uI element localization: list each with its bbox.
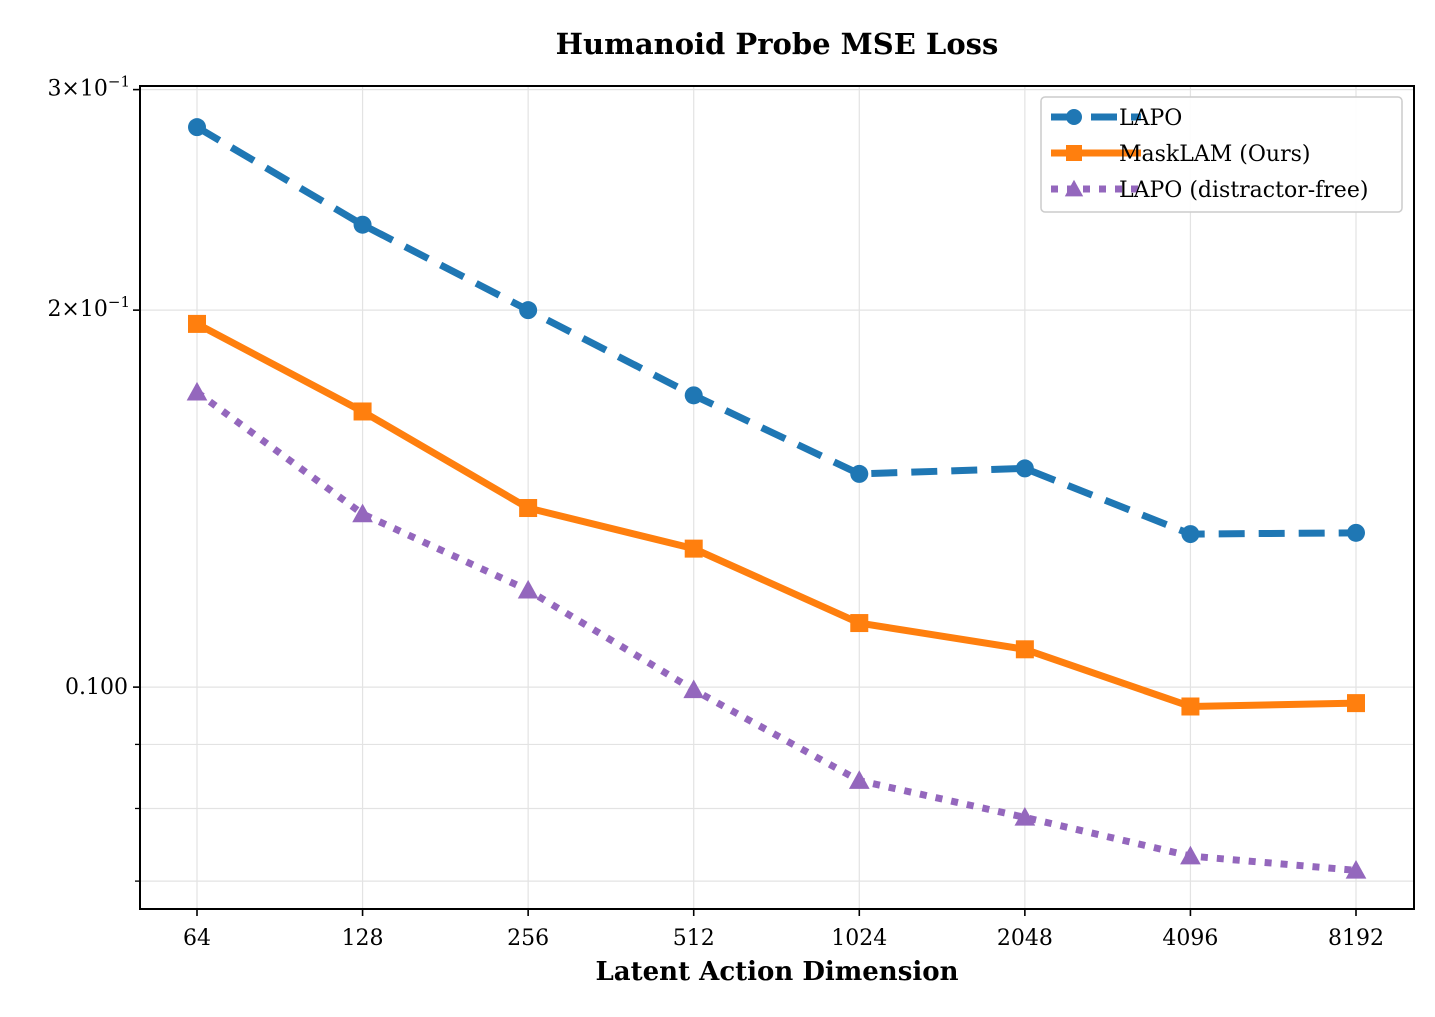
series-layer <box>186 118 1367 879</box>
chart-title: Humanoid Probe MSE Loss <box>556 27 999 61</box>
series-lapo-distractor-free <box>186 381 1367 879</box>
series-line-lapo <box>195 124 1357 538</box>
data-point-lapo <box>519 301 538 320</box>
data-point-masklam-ours <box>1015 640 1034 659</box>
data-point-lapo-distractor-free <box>1345 859 1367 879</box>
data-point-lapo-distractor-free <box>683 679 705 699</box>
legend-label-lapo: LAPO <box>1119 106 1182 131</box>
x-tick-label-256: 256 <box>507 926 549 951</box>
legend-marker-lapo-distractor-free <box>1064 179 1084 197</box>
data-point-masklam-ours <box>519 499 538 518</box>
legend-label-lapo-distractor-free: LAPO (distractor-free) <box>1119 178 1368 203</box>
data-point-lapo-distractor-free <box>186 381 208 401</box>
x-tick-label-64: 64 <box>183 926 211 951</box>
legend-entry-lapo-distractor-free: LAPO (distractor-free) <box>1051 178 1368 203</box>
data-point-lapo <box>684 386 703 405</box>
series-masklam-ours <box>188 314 1365 716</box>
data-point-masklam-ours <box>1181 697 1200 716</box>
legend-box <box>1040 96 1403 213</box>
x-axis-label: Latent Action Dimension <box>596 957 959 987</box>
y-tick-label: 2×10−1 <box>47 293 130 322</box>
x-axis-ticks: 64 128 256 512 1024 2048 4096 8192 <box>183 909 1384 951</box>
legend-entry-masklam-ours: MaskLAM (Ours) <box>1051 142 1310 167</box>
y-axis-ticks: 3×10−1 2×10−1 0.100 <box>47 73 140 882</box>
legend-entry-lapo: LAPO <box>1051 106 1182 131</box>
legend-label-masklam-ours: MaskLAM (Ours) <box>1119 142 1310 167</box>
x-tick-label-128: 128 <box>342 926 384 951</box>
data-point-lapo-distractor-free <box>517 579 539 599</box>
grid-lines <box>140 86 1414 909</box>
data-point-lapo-distractor-free <box>848 770 870 789</box>
data-point-masklam-ours <box>1347 694 1365 713</box>
x-tick-label-8192: 8192 <box>1328 926 1384 951</box>
data-point-masklam-ours <box>353 402 372 421</box>
data-point-lapo <box>188 118 206 137</box>
data-point-masklam-ours <box>850 614 869 633</box>
x-tick-label-2048: 2048 <box>997 926 1053 951</box>
plot-frame <box>139 85 1415 910</box>
legend-marker-masklam-ours <box>1066 145 1082 161</box>
data-point-lapo <box>353 215 372 234</box>
legend: LAPO MaskLAM (Ours) LAPO (distractor-free) <box>1040 96 1403 213</box>
data-point-lapo-distractor-free <box>352 503 373 523</box>
data-point-lapo <box>1347 523 1365 542</box>
series-lapo <box>188 118 1365 544</box>
data-point-lapo-distractor-free <box>1180 845 1201 865</box>
legend-marker-lapo <box>1066 109 1082 125</box>
y-tick-label: 3×10−1 <box>47 73 130 102</box>
data-point-lapo <box>850 464 869 483</box>
data-point-masklam-ours <box>188 314 206 333</box>
x-tick-label-1024: 1024 <box>831 926 887 951</box>
x-tick-label-512: 512 <box>673 926 715 951</box>
y-tick-label: 0.100 <box>65 675 128 700</box>
series-line-lapo-distractor-free <box>194 389 1357 874</box>
x-tick-label-4096: 4096 <box>1162 926 1218 951</box>
data-point-lapo <box>1181 525 1200 544</box>
data-point-lapo <box>1015 459 1034 478</box>
data-point-lapo-distractor-free <box>1014 807 1036 826</box>
data-point-masklam-ours <box>684 539 703 558</box>
series-line-masklam-ours <box>195 320 1357 710</box>
